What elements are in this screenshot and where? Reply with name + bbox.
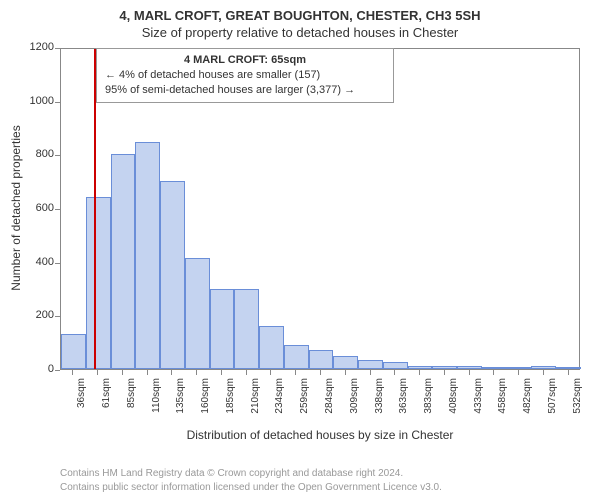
footnote-crown: Contains HM Land Registry data © Crown c…	[60, 468, 403, 479]
x-tick-mark	[493, 370, 494, 375]
histogram-bar	[135, 142, 160, 369]
info-box-line3: 95% of semi-detached houses are larger (…	[105, 83, 385, 98]
x-tick-mark	[295, 370, 296, 375]
y-tick-mark	[55, 316, 60, 317]
y-tick-label: 800	[20, 148, 54, 160]
y-tick-mark	[55, 263, 60, 264]
y-tick-label: 1200	[20, 41, 54, 53]
histogram-bar	[432, 366, 457, 369]
histogram-bar	[333, 356, 358, 369]
x-tick-mark	[270, 370, 271, 375]
x-axis-label: Distribution of detached houses by size …	[60, 428, 580, 442]
x-tick-label: 110sqm	[151, 378, 162, 422]
x-tick-mark	[394, 370, 395, 375]
x-tick-label: 507sqm	[547, 378, 558, 422]
y-tick-label: 1000	[20, 95, 54, 107]
y-tick-label: 600	[20, 202, 54, 214]
y-tick-mark	[55, 102, 60, 103]
histogram-bar	[556, 367, 581, 369]
x-tick-label: 135sqm	[175, 378, 186, 422]
x-tick-mark	[543, 370, 544, 375]
x-tick-label: 363sqm	[398, 378, 409, 422]
x-tick-label: 160sqm	[200, 378, 211, 422]
x-tick-mark	[419, 370, 420, 375]
x-tick-label: 383sqm	[423, 378, 434, 422]
x-tick-label: 85sqm	[126, 378, 137, 422]
chart-title-address: 4, MARL CROFT, GREAT BOUGHTON, CHESTER, …	[10, 8, 590, 23]
x-tick-mark	[345, 370, 346, 375]
x-tick-mark	[122, 370, 123, 375]
histogram-bar	[111, 154, 136, 369]
x-tick-mark	[221, 370, 222, 375]
y-tick-label: 400	[20, 256, 54, 268]
y-tick-mark	[55, 48, 60, 49]
x-tick-mark	[171, 370, 172, 375]
histogram-bar	[531, 366, 556, 369]
y-tick-mark	[55, 209, 60, 210]
x-tick-mark	[72, 370, 73, 375]
x-tick-mark	[246, 370, 247, 375]
histogram-bar	[160, 181, 185, 369]
histogram-bar	[358, 360, 383, 369]
histogram-bar	[210, 289, 235, 370]
histogram-bar	[309, 350, 334, 369]
x-tick-mark	[568, 370, 569, 375]
info-box-line1: 4 MARL CROFT: 65sqm	[105, 53, 385, 68]
histogram-bar	[185, 258, 210, 369]
info-box: 4 MARL CROFT: 65sqm ← 4% of detached hou…	[96, 48, 394, 103]
x-tick-mark	[469, 370, 470, 375]
histogram-bar	[86, 197, 111, 369]
x-tick-mark	[97, 370, 98, 375]
x-tick-label: 36sqm	[76, 378, 87, 422]
x-tick-label: 284sqm	[324, 378, 335, 422]
x-tick-mark	[196, 370, 197, 375]
x-tick-label: 338sqm	[374, 378, 385, 422]
x-tick-label: 309sqm	[349, 378, 360, 422]
x-tick-label: 482sqm	[522, 378, 533, 422]
y-tick-label: 200	[20, 309, 54, 321]
x-tick-label: 61sqm	[101, 378, 112, 422]
x-tick-mark	[320, 370, 321, 375]
x-tick-label: 408sqm	[448, 378, 459, 422]
histogram-bar	[259, 326, 284, 369]
histogram-bar	[408, 366, 433, 369]
histogram-bar	[383, 362, 408, 369]
x-tick-mark	[147, 370, 148, 375]
chart-title-desc: Size of property relative to detached ho…	[10, 25, 590, 40]
y-tick-label: 0	[20, 363, 54, 375]
x-tick-label: 433sqm	[473, 378, 484, 422]
histogram-bar	[284, 345, 309, 369]
footnote-ogl: Contains public sector information licen…	[60, 482, 442, 493]
x-tick-label: 259sqm	[299, 378, 310, 422]
x-tick-label: 185sqm	[225, 378, 236, 422]
x-tick-mark	[518, 370, 519, 375]
info-box-line2: ← 4% of detached houses are smaller (157…	[105, 68, 385, 83]
x-tick-mark	[370, 370, 371, 375]
x-tick-label: 234sqm	[274, 378, 285, 422]
histogram-bar	[507, 367, 532, 369]
histogram-bar	[61, 334, 86, 369]
histogram-bar	[457, 366, 482, 369]
y-tick-mark	[55, 370, 60, 371]
histogram-bar	[482, 367, 507, 369]
x-tick-mark	[444, 370, 445, 375]
y-tick-mark	[55, 155, 60, 156]
x-tick-label: 458sqm	[497, 378, 508, 422]
chart-container: 4, MARL CROFT, GREAT BOUGHTON, CHESTER, …	[0, 0, 600, 500]
histogram-bar	[234, 289, 259, 370]
x-tick-label: 210sqm	[250, 378, 261, 422]
x-tick-label: 532sqm	[572, 378, 583, 422]
